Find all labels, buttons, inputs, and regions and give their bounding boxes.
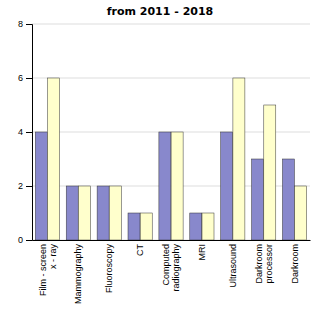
tick-label: 4 bbox=[18, 127, 23, 137]
tick: Darkroom processor bbox=[254, 244, 274, 286]
tick-label-line: Ultrasound bbox=[228, 244, 238, 288]
tick-mark bbox=[26, 240, 32, 241]
bar bbox=[202, 213, 214, 240]
tick-label-line: radiography bbox=[171, 244, 181, 292]
tick-label: Darkroom bbox=[290, 244, 300, 284]
bar bbox=[264, 105, 276, 240]
grid-line bbox=[32, 78, 310, 79]
tick-label: Fluoroscopy bbox=[104, 244, 114, 294]
tick: 2 bbox=[18, 181, 32, 191]
plot: 0 2 4 6 8 Film - screen x - ray Mammography Flu… bbox=[18, 19, 311, 304]
axis-line bbox=[26, 25, 33, 241]
tick-label: MRI bbox=[197, 244, 207, 261]
grid bbox=[32, 24, 310, 240]
bar bbox=[295, 186, 307, 240]
tick-label-line: Mammography bbox=[73, 244, 83, 305]
x-axis: Film - screen x - ray Mammography Fluorosc… bbox=[33, 241, 311, 305]
bar bbox=[159, 132, 171, 240]
tick: Darkroom bbox=[290, 244, 300, 284]
bar bbox=[128, 213, 140, 240]
tick-label-line: processor bbox=[264, 244, 274, 286]
bar bbox=[282, 159, 294, 240]
tick: Ultrasound bbox=[228, 244, 238, 288]
bar bbox=[190, 213, 202, 240]
tick-label-line: Computed bbox=[161, 244, 171, 286]
bar bbox=[221, 132, 233, 240]
tick-label-line: Darkroom bbox=[290, 244, 300, 284]
tick-label: Computedradiography bbox=[161, 244, 181, 292]
tick-label: 0 bbox=[18, 235, 23, 245]
chart: from 2011 - 2018 0 2 4 6 8 Film - screen x - r… bbox=[0, 0, 320, 320]
bar bbox=[97, 186, 109, 240]
title: from 2011 - 2018 bbox=[107, 5, 214, 18]
tick-mark bbox=[26, 132, 32, 133]
tick: Computedradiography bbox=[161, 244, 181, 292]
bar bbox=[252, 159, 264, 240]
tick: Fluoroscopy bbox=[104, 244, 114, 294]
bar bbox=[233, 78, 245, 240]
bar bbox=[140, 213, 152, 240]
tick-label: Darkroom processor bbox=[254, 244, 274, 286]
y-axis: 0 2 4 6 8 bbox=[18, 19, 33, 245]
tick-label: 2 bbox=[18, 181, 23, 191]
tick-mark bbox=[26, 24, 32, 25]
tick-label-line: Darkroom bbox=[254, 244, 264, 284]
tick: 6 bbox=[18, 73, 32, 83]
series bbox=[35, 132, 294, 240]
tick-label-line: MRI bbox=[197, 244, 207, 261]
tick-label: CT bbox=[135, 244, 145, 256]
bar bbox=[48, 78, 60, 240]
tick: 4 bbox=[18, 127, 32, 137]
tick: Film - screen x - ray bbox=[38, 244, 58, 297]
bars bbox=[35, 78, 306, 240]
tick-label-line: x - ray bbox=[48, 244, 58, 272]
tick-label: 8 bbox=[18, 19, 23, 29]
tick-label: Mammography bbox=[73, 244, 83, 305]
bar bbox=[78, 186, 90, 240]
tick-label-line: Film - screen bbox=[38, 244, 48, 296]
tick-label: 6 bbox=[18, 73, 23, 83]
tick-label: Ultrasound bbox=[228, 244, 238, 288]
tick-mark bbox=[26, 186, 32, 187]
tick: 8 bbox=[18, 19, 32, 29]
tick: MRI bbox=[197, 244, 207, 261]
series bbox=[48, 78, 307, 240]
tick: Mammography bbox=[73, 244, 83, 305]
bar bbox=[109, 186, 121, 240]
tick-label: Film - screen x - ray bbox=[38, 244, 58, 297]
tick-label-line: CT bbox=[135, 244, 145, 256]
tick-mark bbox=[26, 78, 32, 79]
tick: CT bbox=[135, 244, 145, 256]
tick: 0 bbox=[18, 235, 32, 245]
grid-line bbox=[32, 24, 310, 25]
bar bbox=[66, 186, 78, 240]
bar bbox=[171, 132, 183, 240]
axis-line bbox=[33, 240, 311, 241]
tick-label-line: Fluoroscopy bbox=[104, 244, 114, 294]
bar bbox=[35, 132, 47, 240]
